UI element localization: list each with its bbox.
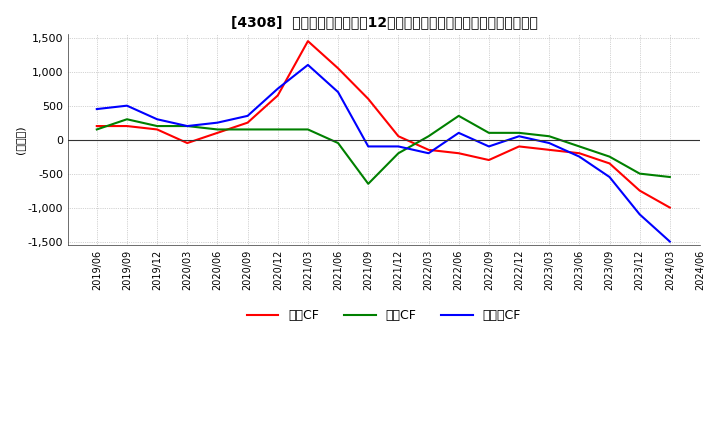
フリーCF xyxy=(92,106,101,112)
フリーCF xyxy=(545,140,554,146)
フリーCF xyxy=(485,144,493,149)
営業CF xyxy=(183,140,192,146)
フリーCF xyxy=(243,113,252,118)
フリーCF xyxy=(274,86,282,92)
投資CF xyxy=(153,123,161,128)
営業CF xyxy=(635,188,644,193)
投資CF xyxy=(424,134,433,139)
フリーCF xyxy=(334,89,343,95)
営業CF xyxy=(454,150,463,156)
フリーCF xyxy=(122,103,131,108)
営業CF xyxy=(665,205,674,210)
Line: 投資CF: 投資CF xyxy=(96,116,670,184)
フリーCF xyxy=(394,144,402,149)
営業CF xyxy=(606,161,614,166)
営業CF xyxy=(274,93,282,98)
投資CF xyxy=(183,123,192,128)
投資CF xyxy=(92,127,101,132)
営業CF xyxy=(243,120,252,125)
営業CF xyxy=(575,150,584,156)
Line: フリーCF: フリーCF xyxy=(96,65,670,242)
Y-axis label: (百万円): (百万円) xyxy=(15,125,25,154)
投資CF xyxy=(213,127,222,132)
投資CF xyxy=(334,140,343,146)
営業CF xyxy=(213,130,222,136)
営業CF xyxy=(92,123,101,128)
フリーCF xyxy=(665,239,674,244)
投資CF xyxy=(454,113,463,118)
営業CF xyxy=(545,147,554,153)
営業CF xyxy=(485,158,493,163)
フリーCF xyxy=(153,117,161,122)
営業CF xyxy=(304,38,312,44)
Legend: 営業CF, 投資CF, フリーCF: 営業CF, 投資CF, フリーCF xyxy=(242,304,526,327)
投資CF xyxy=(665,174,674,180)
フリーCF xyxy=(575,154,584,159)
フリーCF xyxy=(424,150,433,156)
投資CF xyxy=(304,127,312,132)
営業CF xyxy=(153,127,161,132)
営業CF xyxy=(424,147,433,153)
投資CF xyxy=(575,144,584,149)
投資CF xyxy=(122,117,131,122)
フリーCF xyxy=(183,123,192,128)
フリーCF xyxy=(606,174,614,180)
フリーCF xyxy=(213,120,222,125)
フリーCF xyxy=(515,134,523,139)
投資CF xyxy=(485,130,493,136)
投資CF xyxy=(243,127,252,132)
営業CF xyxy=(122,123,131,128)
フリーCF xyxy=(635,212,644,217)
投資CF xyxy=(515,130,523,136)
営業CF xyxy=(515,144,523,149)
営業CF xyxy=(364,96,372,102)
フリーCF xyxy=(304,62,312,68)
Line: 営業CF: 営業CF xyxy=(96,41,670,208)
投資CF xyxy=(274,127,282,132)
Title: [4308]  キャッシュフローの12か月移動合計の対前年同期増減額の推移: [4308] キャッシュフローの12か月移動合計の対前年同期増減額の推移 xyxy=(230,15,538,29)
営業CF xyxy=(394,134,402,139)
投資CF xyxy=(635,171,644,176)
投資CF xyxy=(545,134,554,139)
投資CF xyxy=(606,154,614,159)
投資CF xyxy=(364,181,372,187)
フリーCF xyxy=(364,144,372,149)
営業CF xyxy=(334,66,343,71)
フリーCF xyxy=(454,130,463,136)
投資CF xyxy=(394,150,402,156)
